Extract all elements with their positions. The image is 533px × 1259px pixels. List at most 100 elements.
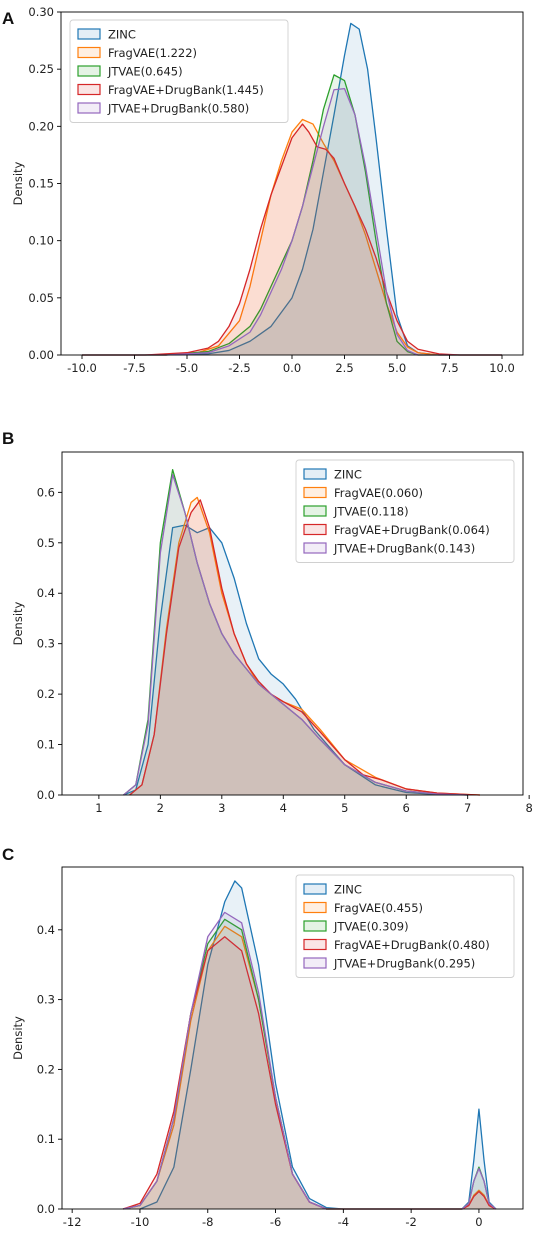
y-tick-label: 0.25 — [28, 62, 54, 76]
x-tick-label: 5 — [341, 801, 348, 815]
x-tick-label: 4 — [280, 801, 287, 815]
x-tick-label: -10.0 — [67, 361, 97, 375]
legend-label: ZINC — [108, 28, 136, 42]
series-line-3 — [129, 499, 480, 796]
x-tick-label: 0 — [475, 1215, 482, 1229]
series-area-1 — [123, 926, 496, 1209]
legend: ZINC FragVAE(0.455) JTVAE(0.309) FragVAE+Dr… — [295, 874, 515, 978]
x-tick-label: 0.0 — [283, 361, 301, 375]
x-tick-label: 6 — [403, 801, 410, 815]
x-tick-label: -5.0 — [176, 361, 198, 375]
series-area-0 — [139, 880, 496, 1209]
legend-label: FragVAE(0.060) — [334, 486, 423, 500]
legend-label: JTVAE(0.118) — [333, 505, 409, 519]
series-area-1 — [82, 119, 502, 355]
series-line-0 — [123, 524, 468, 796]
series-area-2 — [123, 919, 496, 1209]
legend-label: JTVAE+DrugBank(0.580) — [107, 102, 249, 116]
legend-swatch — [303, 920, 327, 932]
y-axis-label: Density — [11, 161, 25, 205]
legend-label: FragVAE(0.455) — [334, 901, 423, 915]
x-tick-label: 8 — [525, 801, 532, 815]
legend-label: ZINC — [334, 883, 362, 897]
x-tick-label: 2 — [157, 801, 164, 815]
legend-label: FragVAE+DrugBank(0.064) — [334, 523, 490, 537]
legend-swatch — [77, 46, 101, 59]
x-tick-label: 5.0 — [388, 361, 406, 375]
series-line-2 — [82, 74, 502, 356]
x-tick-label: 1 — [95, 801, 102, 815]
x-tick-label: -4 — [338, 1215, 349, 1229]
y-tick-label: 0.3 — [37, 637, 55, 651]
x-tick-label: -12 — [63, 1215, 82, 1229]
series-line-4 — [123, 474, 468, 796]
panel-letter-a: A — [2, 9, 14, 28]
series-line-3 — [82, 123, 502, 356]
y-tick-label: 0.15 — [28, 177, 54, 191]
x-tick-label: 2.5 — [335, 361, 353, 375]
series-line-4 — [82, 87, 502, 356]
legend-label: JTVAE+DrugBank(0.295) — [333, 957, 475, 971]
legend: ZINC FragVAE(1.222) JTVAE(0.645) FragVAE+Dr… — [69, 19, 289, 123]
legend-swatch — [303, 883, 327, 895]
series-area-2 — [123, 469, 468, 795]
x-tick-label: -8 — [202, 1215, 213, 1229]
x-tick-label: -10 — [131, 1215, 150, 1229]
legend-swatch — [303, 542, 327, 554]
series-line-3 — [122, 936, 497, 1210]
legend-label: JTVAE(0.645) — [107, 65, 183, 79]
legend-label: JTVAE(0.309) — [333, 920, 409, 934]
x-tick-label: 7 — [464, 801, 471, 815]
chart-panel-a: -10.0 -7.5 -5.0 -2.5 0.0 2.5 5.0 7.5 10.0 0.00 0.0… — [11, 5, 524, 375]
panel-letter-c: C — [2, 845, 14, 864]
chart-panel-b: 1 2 3 4 5 6 7 8 0.0 0.1 0.2 0.3 0.4 0.5 0.6 Density ZINC… — [11, 451, 533, 815]
legend: ZINC FragVAE(0.060) JTVAE(0.118) FragVAE+Dr… — [295, 459, 515, 563]
legend-label: FragVAE+DrugBank(0.480) — [334, 938, 490, 952]
legend-label: FragVAE+DrugBank(1.445) — [108, 83, 264, 97]
y-tick-label: 0.5 — [37, 536, 55, 550]
y-tick-label: 0.0 — [37, 788, 55, 802]
y-tick-label: 0.1 — [37, 1132, 55, 1146]
legend-label: JTVAE+DrugBank(0.143) — [333, 542, 475, 556]
legend-swatch — [303, 957, 327, 969]
x-tick-label: 7.5 — [440, 361, 458, 375]
y-axis-label: Density — [11, 1016, 25, 1060]
series-area-4 — [82, 88, 502, 355]
y-tick-label: 0.0 — [37, 1202, 55, 1216]
x-tick-label: -6 — [270, 1215, 281, 1229]
y-tick-label: 0.4 — [37, 923, 55, 937]
series-line-0 — [139, 880, 497, 1210]
y-tick-label: 0.2 — [37, 687, 55, 701]
series-area-3 — [123, 936, 496, 1209]
y-tick-label: 0.1 — [37, 738, 55, 752]
axes-frame — [61, 451, 524, 796]
legend-swatch — [303, 486, 327, 499]
y-tick-label: 0.3 — [37, 993, 55, 1007]
series-area-0 — [123, 525, 468, 795]
series-area-4 — [123, 474, 468, 795]
y-tick-label: 0.30 — [28, 5, 54, 19]
legend-swatch — [77, 83, 101, 96]
legend-swatch — [303, 901, 327, 914]
x-tick-label: -2.5 — [228, 361, 250, 375]
x-tick-label: 3 — [218, 801, 225, 815]
x-tick-label: -7.5 — [123, 361, 145, 375]
axes-frame — [61, 866, 524, 1210]
y-tick-label: 0.05 — [28, 291, 54, 305]
legend-swatch — [77, 28, 101, 40]
chart-panel-c: -12 -10 -8 -6 -4 -2 0 0.0 0.1 0.2 0.3 0.4 Density ZIN… — [11, 866, 524, 1229]
legend-frame — [295, 459, 515, 563]
y-tick-label: 0.00 — [28, 348, 54, 362]
y-tick-label: 0.6 — [37, 485, 55, 499]
legend-label: ZINC — [334, 468, 362, 482]
legend-swatch — [303, 938, 327, 951]
x-tick-label: -2 — [405, 1215, 416, 1229]
series-area-4 — [123, 912, 496, 1209]
legend-swatch — [77, 65, 101, 77]
legend-swatch — [77, 102, 101, 114]
legend-swatch — [303, 468, 327, 480]
y-tick-label: 0.2 — [37, 1062, 55, 1076]
legend-swatch — [303, 505, 327, 517]
x-tick-label: 10.0 — [489, 361, 515, 375]
